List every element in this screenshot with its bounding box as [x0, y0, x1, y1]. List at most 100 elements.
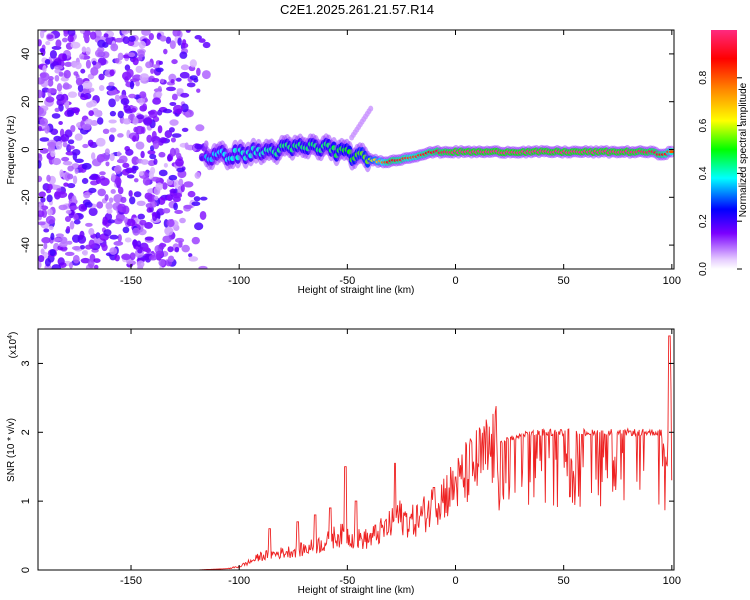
heatmap-noise-cell [63, 182, 69, 187]
heatmap-noise-cell [114, 177, 122, 186]
heatmap-noise-cell [139, 219, 147, 226]
heatmap-noise-cell [73, 71, 79, 76]
heatmap-noise-cell [66, 226, 71, 232]
heatmap-noise-cell [191, 236, 200, 245]
heatmap-noise-cell [125, 167, 135, 174]
heatmap-noise-cell [180, 64, 190, 71]
heatmap-noise-cell [133, 126, 139, 133]
heatmap-noise-cell [201, 70, 211, 80]
heatmap-noise-cell [183, 181, 194, 188]
heatmap-noise-cell [67, 91, 78, 98]
snr-y-tick-label: 0 [20, 567, 32, 573]
heatmap-noise-cell [106, 85, 116, 91]
heatmap-noise-cell [102, 216, 108, 226]
heatmap-noise-cell [184, 142, 189, 150]
heatmap-noise-cell [96, 153, 105, 163]
heatmap-noise-cell [62, 141, 68, 148]
heatmap-noise-cell [38, 210, 45, 218]
heatmap-noise-cell [114, 165, 122, 175]
heatmap-noise-cell [58, 204, 68, 211]
heatmap-noise-cell [166, 86, 176, 92]
heatmap-noise-cell [59, 241, 68, 248]
snr-multiplier-exp: 4 [7, 335, 14, 339]
heatmap-noise-cell [128, 35, 136, 42]
heatmap-noise-cell [88, 239, 95, 248]
heatmap-noise-cell [193, 196, 201, 202]
snr-y-ticks: 0 1 2 3 [20, 360, 674, 573]
snr-x-tick-label: 100 [663, 575, 681, 587]
heatmap-noise-cell [117, 234, 122, 242]
heatmap-noise-cell [132, 239, 138, 247]
heatmap-noise-cell [114, 57, 120, 64]
heatmap-noise-cell [171, 59, 178, 65]
heatmap-noise-cell [177, 37, 182, 46]
heatmap-noise-cell [41, 237, 51, 244]
heatmap-noise-cell [109, 110, 117, 117]
heatmap-noise-cell [38, 261, 42, 269]
heatmap-noise-cell [42, 65, 47, 73]
heatmap-noise-cell [160, 78, 165, 83]
heatmap-noise-cell [44, 58, 51, 65]
heatmap-noise-cell [75, 77, 84, 86]
heatmap-noise-cell [46, 174, 51, 182]
heatmap-noise-cell [136, 114, 145, 120]
heatmap-noise-cell [172, 192, 183, 199]
heatmap-noise-cell [113, 241, 124, 246]
heatmap-noise-cell [125, 148, 134, 156]
heatmap-noise-cell [67, 30, 76, 37]
heatmap-noise-cell [145, 61, 153, 69]
heatmap-noise-cell [64, 216, 71, 223]
heatmap-noise-cell [38, 221, 46, 226]
heatmap-noise-cell [85, 46, 91, 56]
heatmap-noise-cell [155, 250, 164, 258]
heatmap-noise-cell [62, 160, 73, 166]
snr-x-tick-label: -50 [339, 575, 355, 587]
heatmap-noise-cell [97, 117, 104, 125]
heatmap-noise-cell [126, 68, 134, 78]
heatmap-noise-cell [169, 147, 176, 157]
heatmap-noise-cell [158, 169, 168, 177]
heatmap-noise-cell [50, 150, 56, 158]
heatmap-noise-cell [45, 215, 56, 225]
heatmap-noise-cell [54, 107, 60, 113]
heatmap-noise-cell [131, 107, 137, 113]
colorbar: 0.0 0.2 0.4 0.6 0.8 Normalized spectral ampl… [698, 30, 749, 276]
heatmap-x-axis-label: Height of straight line (km) [298, 285, 415, 296]
heatmap-x-tick-label: -50 [339, 275, 355, 287]
heatmap-noise-cell [71, 246, 81, 251]
heatmap-x-tick-label: -150 [120, 275, 142, 287]
heatmap-noise-cell [194, 172, 201, 179]
heatmap-noise-cell [117, 110, 124, 119]
heatmap-noise-cell [118, 155, 128, 164]
heatmap-noise-cell [168, 73, 177, 83]
heatmap-noise-cell [137, 98, 146, 103]
heatmap-noise-cell [40, 196, 46, 203]
heatmap-noise-cell [180, 92, 190, 98]
heatmap-noise-cell [189, 75, 198, 81]
heatmap-noise-cell [194, 143, 203, 150]
heatmap-noise-cell [51, 157, 62, 166]
heatmap-noise-cell [195, 124, 205, 132]
heatmap-noise-cell [66, 240, 73, 245]
heatmap-noise-cell [74, 168, 79, 174]
heatmap-noise-cell [196, 88, 201, 93]
heatmap-noise-cell [54, 191, 61, 197]
heatmap-noise-cell [139, 91, 147, 99]
snr-multiplier-base: (x10 [8, 338, 19, 358]
heatmap-noise-cell [142, 246, 151, 253]
heatmap-noise-cell [81, 46, 87, 53]
heatmap-noise-cell [97, 188, 106, 197]
heatmap-noise-cell [72, 175, 78, 185]
heatmap-noise-cell [82, 80, 93, 90]
heatmap-noise-cell [39, 148, 49, 154]
heatmap-noise-cell [171, 93, 178, 101]
colorbar-ticks: 0.0 0.2 0.4 0.6 0.8 [698, 70, 742, 276]
snr-x-tick-label: -100 [228, 575, 250, 587]
heatmap-noise-cell [155, 67, 164, 73]
heatmap-noise-cell [38, 77, 45, 85]
heatmap-noise-cell [171, 133, 182, 138]
heatmap-noise-cell [155, 182, 164, 191]
heatmap-noise-cell [166, 219, 175, 228]
heatmap-x-tick-label: 50 [558, 275, 570, 287]
heatmap-noise-cell [69, 220, 75, 230]
